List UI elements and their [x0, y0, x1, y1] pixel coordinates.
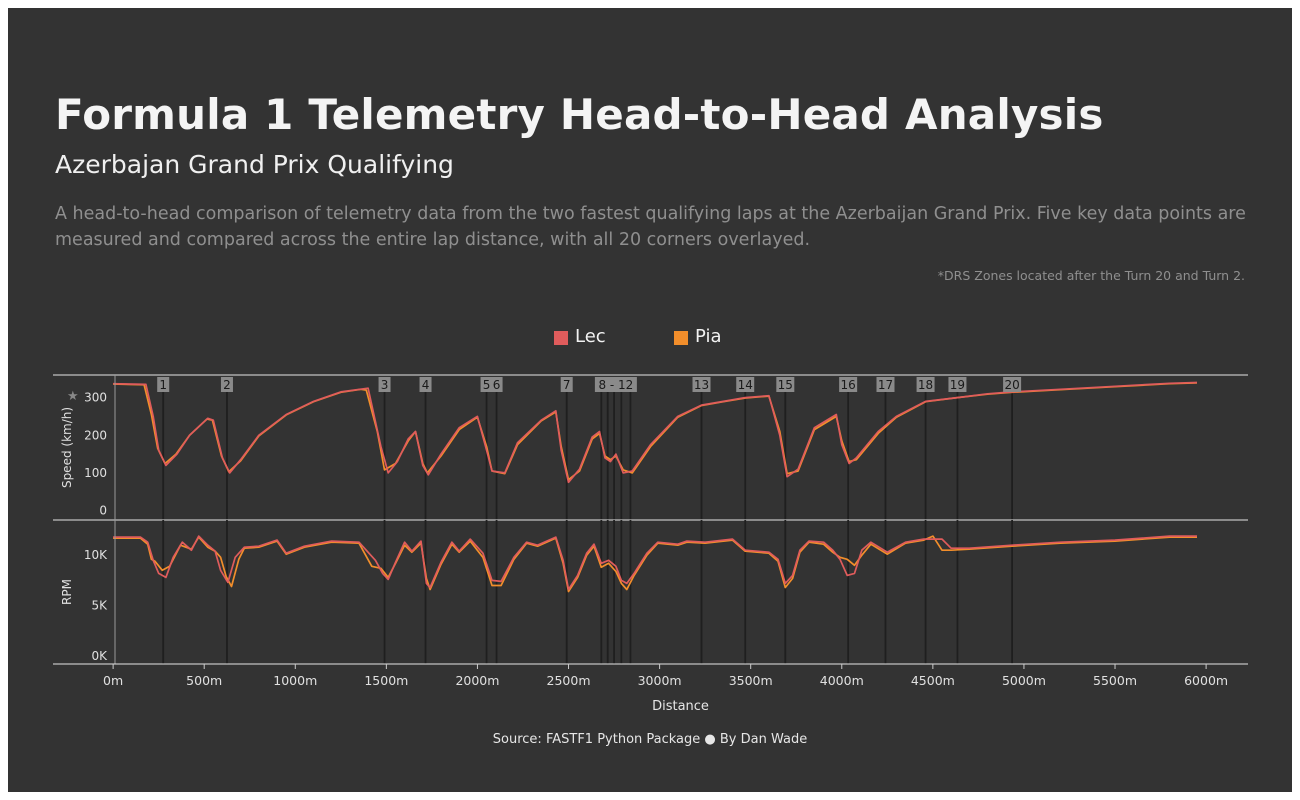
drs-note: *DRS Zones located after the Turn 20 and… [937, 268, 1245, 283]
corner-label: 1 [159, 378, 167, 392]
y-axis-label: Speed (km/h) [60, 407, 74, 488]
corner-label: 17 [878, 378, 893, 392]
x-tick-label: 3500m [729, 673, 773, 688]
corner-label-box [736, 377, 755, 392]
corner-label: 6 [493, 378, 501, 392]
y-tick-label: 300 [84, 391, 107, 405]
x-tick-label: 4500m [911, 673, 955, 688]
corner-label-box [419, 377, 432, 392]
y-axis-label: RPM [60, 579, 74, 605]
corner-label-box [776, 377, 795, 392]
corner-label-box [157, 377, 170, 392]
y-tick-label: 100 [84, 466, 107, 480]
corner-label-box [220, 377, 233, 392]
series-line-lec [113, 381, 1198, 484]
corner-label: 15 [778, 378, 793, 392]
x-tick-label: 2500m [547, 673, 591, 688]
page-title: Formula 1 Telemetry Head-to-Head Analysi… [55, 90, 1104, 139]
corner-label: 5 [483, 378, 491, 392]
dashboard-frame: Formula 1 Telemetry Head-to-Head Analysi… [8, 8, 1292, 792]
x-tick-label: 3000m [638, 673, 682, 688]
corner-label: 16 [841, 378, 856, 392]
legend-label-pia: Pia [695, 326, 722, 347]
corner-label: 18 [918, 378, 933, 392]
legend-swatch-lec [554, 331, 568, 345]
corner-label: 3 [381, 378, 389, 392]
x-axis-title: Distance [652, 699, 709, 714]
source-credit: Source: FASTF1 Python Package ● By Dan W… [492, 732, 808, 747]
corner-label-box [560, 377, 573, 392]
y-tick-label: 5K [91, 599, 108, 613]
x-tick-label: 4000m [820, 673, 864, 688]
corner-label: 2 [223, 378, 231, 392]
corner-label: 13 [694, 378, 709, 392]
corner-label-box [692, 377, 711, 392]
corner-label-box [839, 377, 858, 392]
corner-label-box [1003, 377, 1022, 392]
x-tick-label: 500m [186, 673, 222, 688]
corner-label: 19 [950, 378, 965, 392]
corner-label-box [594, 377, 637, 392]
corner-label-box [876, 377, 895, 392]
y-tick-label: 200 [84, 428, 107, 442]
x-tick-label: 1000m [273, 673, 317, 688]
legend-swatch-pia [674, 331, 688, 345]
corner-label: 14 [738, 378, 753, 392]
x-tick-label: 5500m [1093, 673, 1137, 688]
corner-label: 8 - 12 [598, 378, 633, 392]
y-tick-label: 10K [84, 548, 108, 562]
x-tick-label: 6000m [1184, 673, 1228, 688]
x-tick-label: 1500m [364, 673, 408, 688]
pin-icon: ★ [67, 389, 79, 404]
y-tick-label: 0K [91, 649, 108, 663]
corner-label-box [480, 377, 493, 392]
corner-label-box [490, 377, 503, 392]
page-subtitle: Azerbajan Grand Prix Qualifying [55, 150, 454, 179]
corner-label: 7 [563, 378, 571, 392]
corner-label: 20 [1004, 378, 1019, 392]
x-tick-label: 0m [103, 673, 123, 688]
x-tick-label: 2000m [455, 673, 499, 688]
page-description: A head-to-head comparison of telemetry d… [55, 204, 1246, 250]
corner-label: 4 [422, 378, 430, 392]
y-tick-label: 0 [99, 504, 107, 518]
corner-label-box [916, 377, 935, 392]
chart-legend: Lec Pia [8, 326, 1292, 358]
corner-label-box [378, 377, 391, 392]
series-line-pia [113, 382, 1198, 481]
corner-label-box [948, 377, 967, 392]
series-line-lec [113, 535, 1197, 591]
telemetry-chart[interactable]: 0 100 200 300 Speed (km/h) 0K 5K 10K RPM ★ 1 2 3 4 5 6 7… [8, 8, 1292, 792]
legend-label-lec: Lec [575, 326, 606, 347]
x-tick-label: 5000m [1002, 673, 1046, 688]
